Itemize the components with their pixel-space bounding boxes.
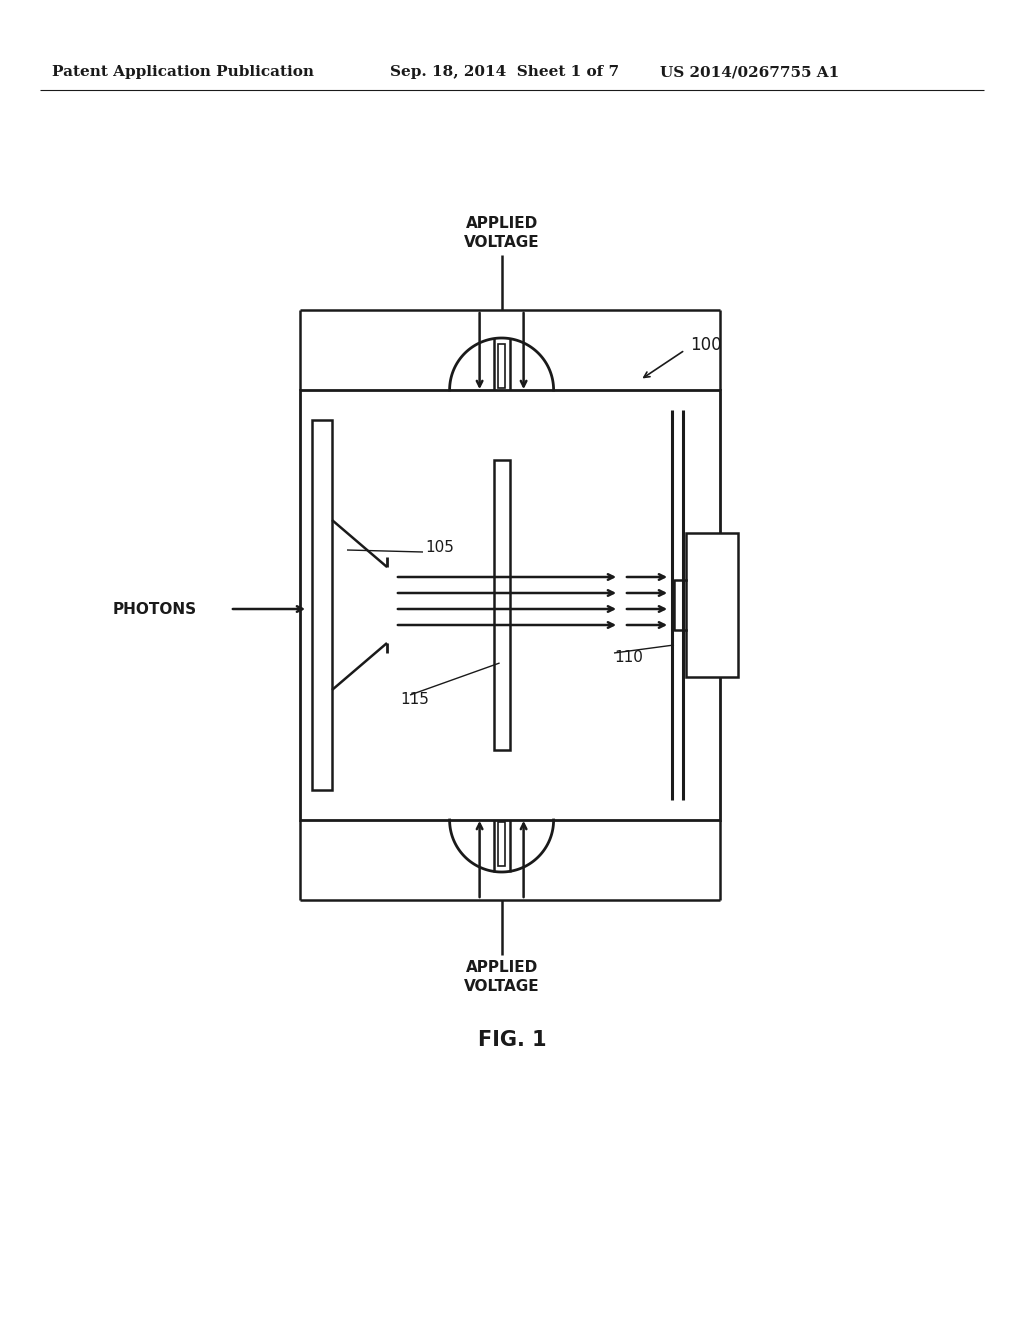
Text: 100: 100: [690, 337, 722, 354]
Text: 110: 110: [614, 651, 643, 665]
Text: APPLIED
VOLTAGE: APPLIED VOLTAGE: [464, 960, 540, 994]
Text: US 2014/0267755 A1: US 2014/0267755 A1: [660, 65, 840, 79]
Text: PHOTONS: PHOTONS: [113, 602, 197, 616]
Bar: [494, 459, 510, 750]
Text: 115: 115: [400, 693, 429, 708]
Text: FIG. 1: FIG. 1: [477, 1030, 547, 1049]
Bar: [686, 533, 738, 677]
Bar: [498, 822, 505, 866]
Text: Patent Application Publication: Patent Application Publication: [52, 65, 314, 79]
Text: 105: 105: [425, 540, 454, 556]
Bar: [498, 345, 505, 388]
Text: APPLIED
VOLTAGE: APPLIED VOLTAGE: [464, 215, 540, 251]
Bar: [300, 389, 720, 820]
Text: Sep. 18, 2014  Sheet 1 of 7: Sep. 18, 2014 Sheet 1 of 7: [390, 65, 620, 79]
Bar: [312, 420, 332, 789]
